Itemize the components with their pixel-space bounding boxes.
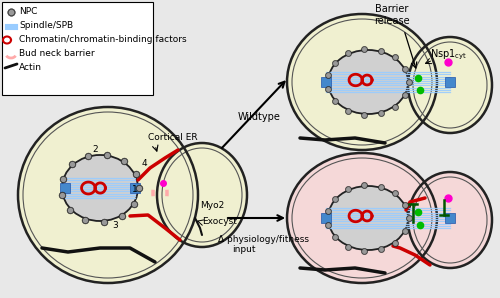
- Text: Δ physiology/fitness: Δ physiology/fitness: [218, 235, 309, 244]
- Text: 3: 3: [112, 221, 118, 230]
- Ellipse shape: [157, 143, 247, 247]
- Ellipse shape: [62, 155, 138, 221]
- Text: NPC: NPC: [19, 7, 38, 16]
- Ellipse shape: [328, 186, 408, 250]
- Text: Spindle/SPB: Spindle/SPB: [19, 21, 73, 30]
- Text: Actin: Actin: [19, 63, 42, 72]
- Text: Nsp1$_{\mathsf{cyt}}$: Nsp1$_{\mathsf{cyt}}$: [430, 48, 467, 62]
- Ellipse shape: [408, 172, 492, 268]
- Text: Wildtype: Wildtype: [238, 112, 281, 122]
- Text: 4: 4: [142, 159, 148, 168]
- Text: input: input: [232, 246, 256, 254]
- Ellipse shape: [328, 50, 408, 114]
- Text: Barrier
release: Barrier release: [374, 4, 410, 26]
- Ellipse shape: [18, 107, 198, 283]
- Text: 2: 2: [92, 145, 98, 154]
- Ellipse shape: [287, 14, 437, 150]
- Ellipse shape: [287, 153, 437, 283]
- Text: Bud neck barrier: Bud neck barrier: [19, 49, 94, 58]
- Ellipse shape: [408, 37, 492, 133]
- Text: Cortical ER: Cortical ER: [148, 134, 198, 142]
- FancyBboxPatch shape: [2, 1, 152, 94]
- Text: 1: 1: [132, 185, 138, 194]
- Text: Chromatin/chromatin-binding factors: Chromatin/chromatin-binding factors: [19, 35, 186, 44]
- Text: Myo2: Myo2: [200, 201, 224, 209]
- Text: Exocyst: Exocyst: [202, 218, 237, 226]
